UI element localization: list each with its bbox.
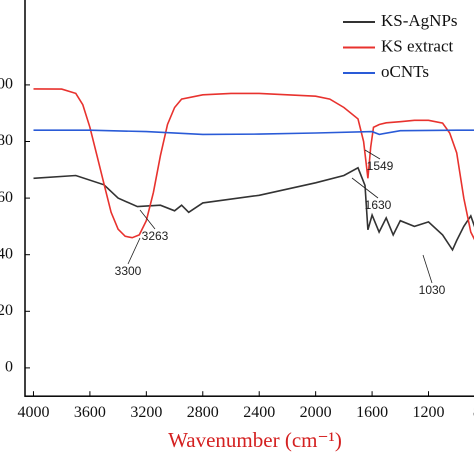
plot-frame (24, 0, 474, 397)
x-tick-label: 1600 (356, 404, 388, 421)
legend-label: KS-AgNPs (381, 11, 458, 30)
x-tick-label: 2000 (300, 404, 332, 421)
y-tick-label: 20 (0, 302, 13, 319)
series-line (33, 88, 474, 241)
y-tick-label: 100 (0, 76, 13, 93)
annotation-leader (139, 209, 156, 230)
annotation: 1030 (419, 283, 446, 297)
x-tick-label: 4000 (17, 404, 49, 421)
annotation-leader (364, 149, 381, 160)
y-tick-label: 80 (0, 132, 13, 149)
annotation-leader (422, 254, 433, 284)
annotation-leader (351, 177, 379, 199)
x-tick-label: 2400 (243, 404, 275, 421)
annotation: 1549 (367, 159, 394, 173)
x-tick-label: 3600 (74, 404, 106, 421)
series-line (33, 129, 474, 136)
annotation-leader (127, 237, 141, 265)
y-tick-label: 0 (5, 359, 13, 376)
legend-label: KS extract (381, 36, 454, 55)
series-line (33, 166, 474, 252)
legend-label: oCNTs (381, 62, 429, 81)
x-axis-label: Wavenumber (cm⁻¹) (168, 428, 342, 452)
annotation: 1630 (365, 198, 392, 212)
y-tick-label: 60 (0, 189, 13, 206)
annotation: 3263 (142, 229, 169, 243)
x-tick-label: 3200 (130, 404, 162, 421)
x-tick-label: 1200 (413, 404, 445, 421)
annotation: 3300 (115, 264, 142, 278)
x-tick-label: 800 (473, 404, 474, 421)
x-tick-label: 2800 (187, 404, 219, 421)
y-tick-label: 40 (0, 245, 13, 262)
